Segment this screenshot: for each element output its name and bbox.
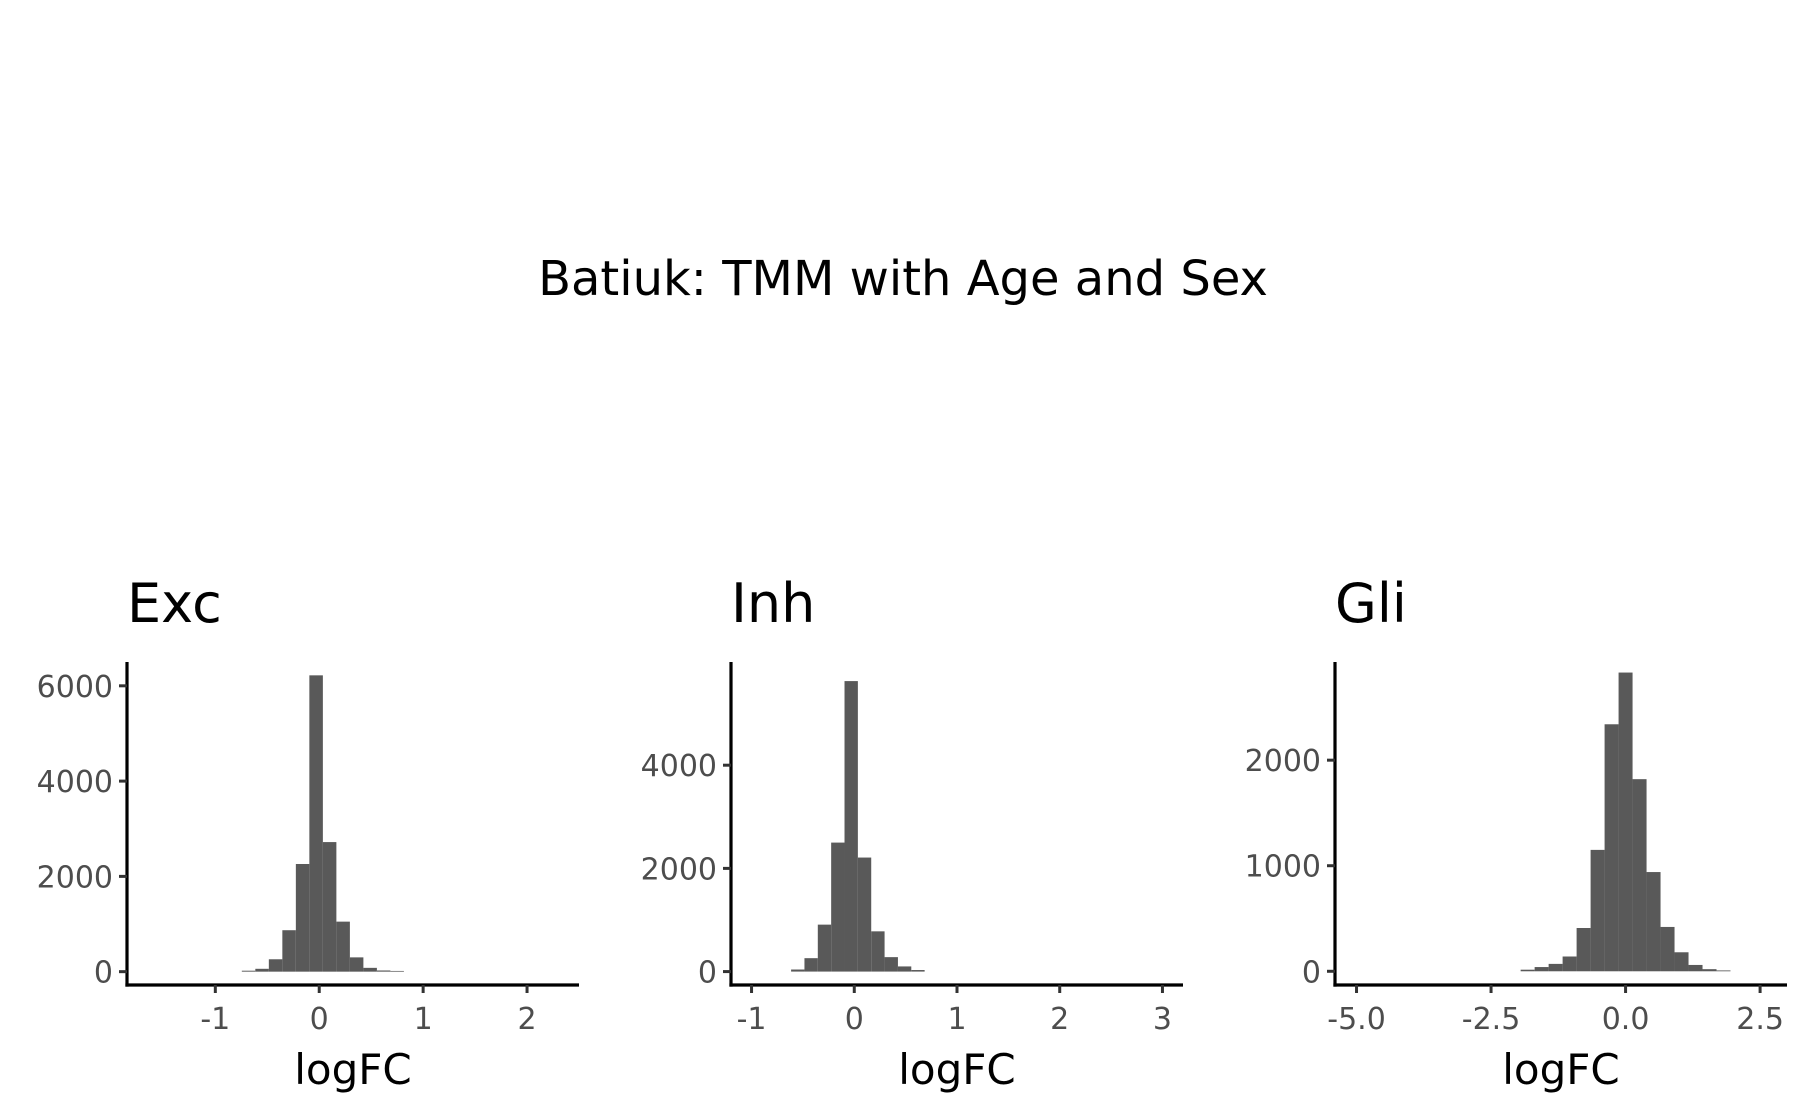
histogram-bar bbox=[390, 970, 404, 972]
y-tick-label: 2000 bbox=[37, 860, 113, 895]
histogram-bar bbox=[817, 924, 832, 972]
histogram-bar bbox=[1576, 928, 1591, 972]
x-axis-title: logFC bbox=[1502, 1045, 1620, 1094]
histogram-bar bbox=[911, 970, 925, 972]
histogram-bar bbox=[1646, 872, 1661, 972]
histogram-bar bbox=[844, 681, 858, 972]
panel-title: Exc bbox=[127, 572, 222, 635]
y-tick-label: 6000 bbox=[37, 670, 113, 705]
x-tick-label: -5.0 bbox=[1327, 1002, 1386, 1037]
histogram-bar bbox=[295, 863, 310, 972]
x-tick-label: 0 bbox=[310, 1002, 329, 1037]
x-tick-label: 0 bbox=[845, 1002, 864, 1037]
x-axis-title: logFC bbox=[294, 1045, 412, 1094]
panel-title: Gli bbox=[1335, 572, 1407, 635]
histogram-bar bbox=[255, 968, 269, 972]
chart-title: Batiuk: TMM with Age and Sex bbox=[538, 251, 1268, 307]
panel-title: Inh bbox=[731, 572, 815, 635]
y-tick-label: 1000 bbox=[1245, 850, 1321, 885]
y-tick-label: 2000 bbox=[1245, 744, 1321, 779]
histogram-bar bbox=[1618, 672, 1633, 972]
histogram-bar bbox=[871, 931, 885, 972]
histogram-bar bbox=[241, 970, 256, 972]
x-tick-label: 0.0 bbox=[1602, 1002, 1650, 1037]
histogram-bar bbox=[336, 921, 350, 972]
histogram-bar bbox=[1562, 956, 1577, 972]
y-tick-label: 0 bbox=[698, 956, 717, 991]
histogram-bar bbox=[884, 957, 898, 972]
histogram-bar bbox=[322, 842, 337, 972]
histogram-bar bbox=[1520, 969, 1535, 972]
x-tick-label: -2.5 bbox=[1462, 1002, 1521, 1037]
histogram-bar bbox=[1632, 779, 1647, 972]
x-tick-label: -1 bbox=[200, 1002, 230, 1037]
histogram-bar bbox=[1674, 952, 1689, 972]
x-tick-label: 3 bbox=[1153, 1002, 1172, 1037]
histogram-bar bbox=[268, 959, 283, 972]
y-tick-label: 0 bbox=[94, 956, 113, 991]
histogram-bar bbox=[1688, 964, 1703, 972]
y-tick-label: 4000 bbox=[641, 749, 717, 784]
histogram-bar bbox=[363, 967, 377, 972]
histogram-bar bbox=[857, 857, 872, 972]
histogram-bar bbox=[282, 930, 296, 972]
histogram-bar bbox=[1548, 963, 1563, 972]
x-tick-label: -1 bbox=[737, 1002, 767, 1037]
x-tick-label: 2.5 bbox=[1736, 1002, 1784, 1037]
x-tick-label: 2 bbox=[517, 1002, 536, 1037]
histogram-bar bbox=[1534, 967, 1549, 972]
histogram-bar bbox=[1716, 970, 1731, 972]
y-tick-label: 4000 bbox=[37, 765, 113, 800]
y-tick-label: 2000 bbox=[641, 852, 717, 887]
histogram-bar bbox=[376, 970, 391, 972]
facet-panel-exc: Exc 0 2000 4000 6000 -1 0 1 2 logFC bbox=[37, 572, 579, 1094]
x-tick-label: 1 bbox=[947, 1002, 966, 1037]
x-axis-title: logFC bbox=[898, 1045, 1016, 1094]
x-tick-label: 1 bbox=[414, 1002, 433, 1037]
histogram-bar bbox=[897, 966, 912, 972]
facet-panel-gli: Gli 0 1000 2000 -5.0 -2.5 0.0 2.5 logFC bbox=[1245, 572, 1787, 1094]
histogram-bar bbox=[1590, 849, 1605, 972]
y-tick-label: 0 bbox=[1302, 955, 1321, 990]
histogram-bar bbox=[791, 969, 805, 972]
facet-panel-inh: Inh 0 2000 4000 -1 0 1 2 3 logFC bbox=[641, 572, 1183, 1094]
x-tick-label: 2 bbox=[1050, 1002, 1069, 1037]
histogram-bar bbox=[309, 675, 323, 972]
histogram-bar bbox=[804, 958, 818, 972]
histogram-bar bbox=[1604, 724, 1619, 972]
histogram-bar bbox=[1660, 926, 1675, 972]
histogram-bar bbox=[1702, 969, 1717, 972]
histogram-bar bbox=[349, 957, 364, 972]
histogram-bar bbox=[831, 842, 845, 972]
facet-panels: Exc 0 2000 4000 6000 -1 0 1 2 logFC Inh 0 2000 4000 -1… bbox=[37, 572, 1787, 1094]
